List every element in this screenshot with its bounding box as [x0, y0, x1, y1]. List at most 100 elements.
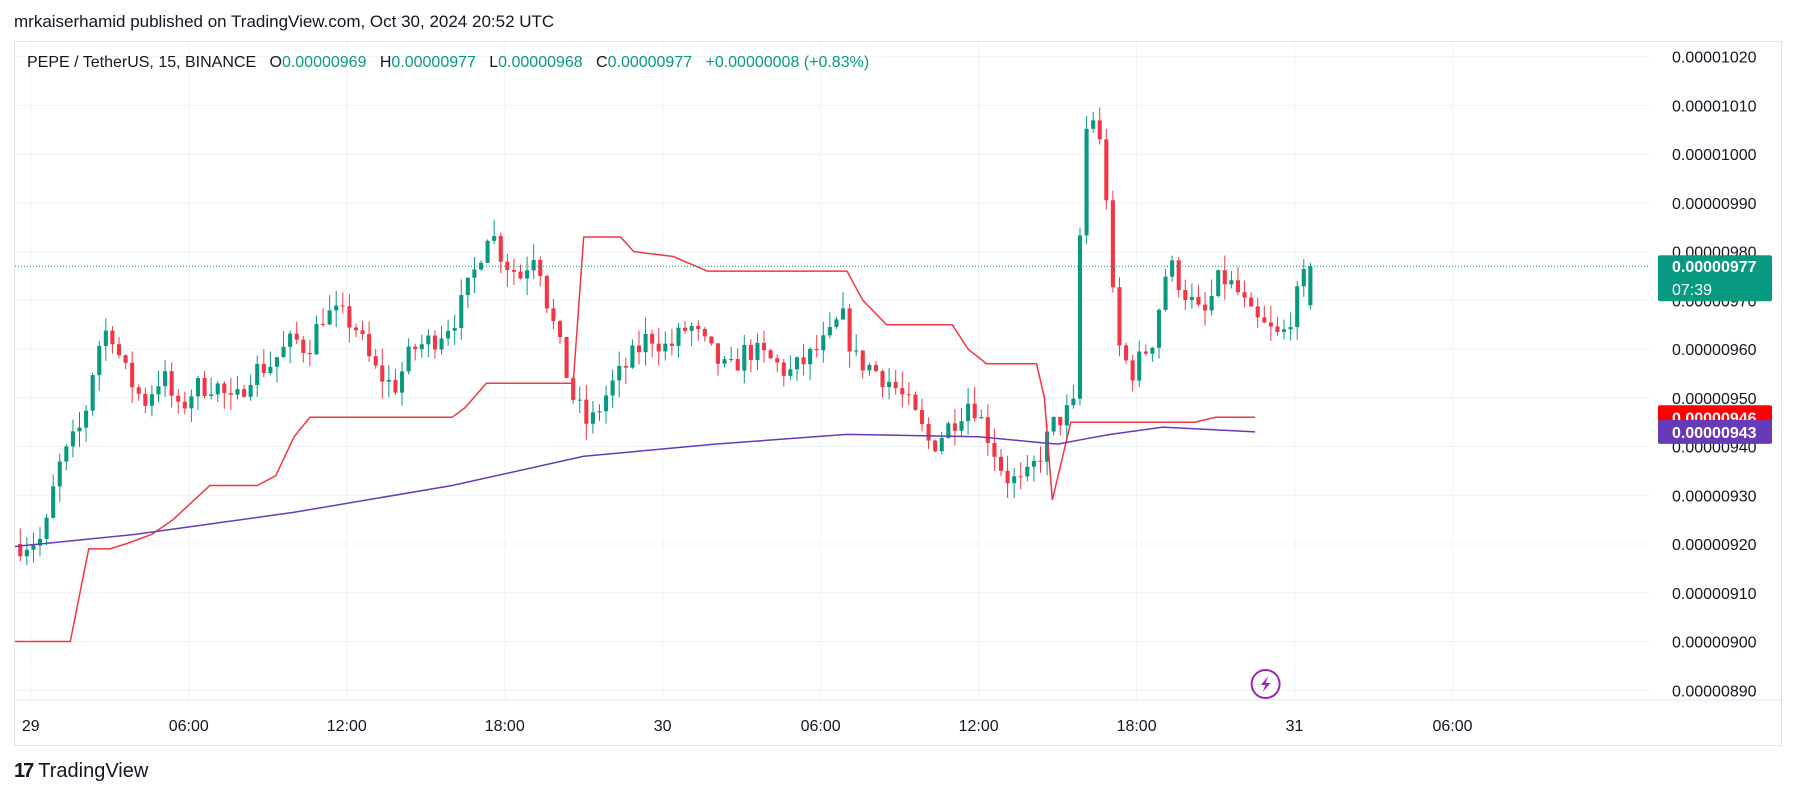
candle-body — [301, 339, 306, 353]
candle-body — [360, 330, 365, 335]
price-tick-label: 0.00000910 — [1672, 586, 1757, 603]
red-indicator-line — [15, 236, 1256, 643]
candle-body — [413, 346, 418, 350]
candle-body — [314, 323, 319, 355]
price-tick-label: 0.00000920 — [1672, 537, 1757, 554]
candle-body — [1262, 317, 1267, 323]
tradingview-mark-icon: 17 — [14, 760, 34, 782]
candle-body — [525, 270, 530, 279]
candle-body — [465, 277, 470, 296]
candle-body — [44, 517, 49, 539]
candle-body — [538, 260, 543, 277]
candle-body — [485, 240, 490, 263]
candle-body — [748, 344, 753, 360]
candle-body — [1156, 309, 1162, 348]
candle-body — [1242, 292, 1247, 298]
candle-body — [228, 393, 233, 395]
high-value: 0.00000977 — [391, 54, 476, 71]
price-tick-label: 0.00000990 — [1672, 196, 1757, 213]
candle-body — [1130, 360, 1135, 381]
candle-body — [1025, 466, 1030, 477]
candle-body — [808, 348, 813, 365]
candle-body — [419, 344, 424, 350]
tradingview-logo[interactable]: 17 TradingView — [14, 760, 148, 783]
candle-body — [1124, 345, 1129, 361]
time-tick-label: 12:00 — [327, 718, 367, 735]
candle-body — [281, 346, 286, 358]
candle-body — [933, 440, 938, 452]
candle-body — [215, 383, 220, 395]
candle-body — [472, 269, 477, 278]
candle-body — [1005, 470, 1010, 484]
candle-body — [518, 271, 523, 279]
open-label: O — [269, 54, 282, 71]
candle-body — [1045, 431, 1050, 462]
candle-body — [209, 394, 214, 396]
candle-body — [610, 380, 615, 396]
candle-body — [557, 321, 563, 338]
candle-body — [478, 262, 484, 270]
candle-body — [1235, 280, 1240, 293]
price-tick-label: 0.00000950 — [1672, 391, 1757, 408]
candle-body — [31, 545, 36, 550]
candle-body — [709, 336, 714, 344]
close-value: 0.00000977 — [607, 54, 693, 71]
candle-body — [307, 352, 312, 355]
candle-body — [222, 383, 227, 394]
last-price-badge-value: 0.00000977 — [1672, 259, 1757, 276]
publish-info: mrkaiserhamid published on TradingView.c… — [14, 12, 555, 31]
candle-body — [1137, 351, 1142, 381]
candle-body — [235, 389, 240, 395]
time-tick-label: 18:00 — [485, 718, 525, 735]
candle-body — [1281, 329, 1287, 333]
price-tick-label: 0.00000930 — [1672, 488, 1757, 505]
candle-body — [255, 363, 260, 385]
candle-body — [386, 379, 391, 382]
candle-body — [189, 396, 194, 409]
candle-body — [202, 377, 207, 396]
candle-body — [630, 345, 635, 368]
candle-body — [840, 308, 846, 320]
time-tick-label: 31 — [1286, 718, 1304, 735]
candle-body — [446, 330, 451, 339]
candle-body — [84, 410, 89, 428]
candle-body — [156, 386, 161, 395]
candle-body — [900, 388, 905, 395]
candle-body — [123, 355, 128, 363]
candle-body — [1084, 128, 1089, 236]
chart-frame[interactable] — [14, 41, 1782, 746]
candle-body — [261, 363, 266, 374]
candle-body — [913, 394, 918, 410]
candle-body — [992, 443, 997, 457]
candle-body — [1176, 260, 1181, 291]
tradingview-brand: TradingView — [38, 760, 149, 782]
candle-body — [1018, 476, 1023, 478]
candle-body — [854, 350, 859, 352]
candle-body — [762, 342, 767, 351]
last-price-badge — [1658, 255, 1772, 302]
candle-body — [373, 356, 378, 366]
candle-body — [656, 343, 661, 352]
candle-body — [24, 549, 29, 557]
candle-body — [182, 401, 187, 409]
candle-body — [97, 345, 102, 376]
candle-body — [242, 389, 247, 397]
candle-body — [781, 362, 786, 376]
candle-body — [268, 366, 273, 374]
time-tick-label: 06:00 — [1433, 718, 1473, 735]
candle-body — [176, 395, 181, 402]
lightning-bolt-shape — [1260, 676, 1271, 692]
high-label: H — [379, 54, 392, 71]
time-tick-label: 06:00 — [169, 718, 209, 735]
candle-body — [195, 377, 201, 397]
candle-body — [676, 327, 681, 346]
candle-body — [998, 456, 1004, 471]
candle-body — [1150, 347, 1155, 354]
candle-body — [64, 446, 69, 462]
low-value: 0.00000968 — [498, 54, 583, 71]
candle-body — [149, 394, 154, 406]
candle-body — [492, 236, 497, 241]
countdown-badge-value: 07:39 — [1672, 282, 1712, 299]
candle-body — [735, 359, 740, 371]
